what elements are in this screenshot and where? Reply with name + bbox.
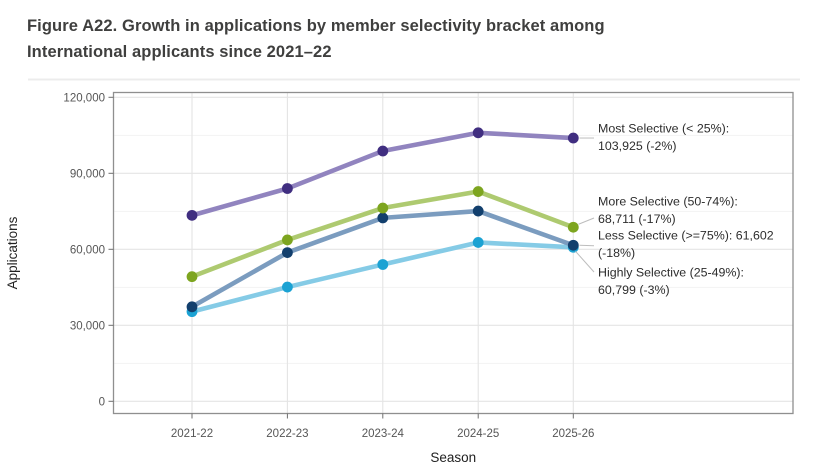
panel-border [112, 91, 794, 415]
y-tick-label: 0 [99, 396, 105, 408]
data-point [377, 145, 389, 157]
data-point [567, 221, 579, 233]
x-axis-title: Season [430, 450, 476, 465]
series-annotation-label: More Selective (50-74%): [598, 195, 738, 209]
figure-title-line2: International applicants since 2021–22 [27, 43, 332, 61]
data-point [377, 212, 389, 224]
data-point [282, 234, 293, 246]
figure-title: Figure A22. Growth in applications by me… [27, 13, 605, 65]
y-tick-label: 60,000 [70, 244, 105, 256]
y-tick-label: 30,000 [70, 320, 105, 332]
data-point [567, 239, 579, 251]
series-annotation-label: 68,711 (-17%) [598, 212, 676, 226]
x-tick-label: 2021-22 [171, 428, 213, 440]
data-point [186, 271, 198, 283]
y-tick-label: 120,000 [63, 92, 105, 104]
series-annotation-label: Less Selective (>=75%): 61,602 [598, 229, 774, 243]
annotation-leader-line [578, 217, 595, 225]
x-tick-label: 2024-25 [457, 428, 499, 440]
series-annotation-label: Highly Selective (25-49%): [598, 266, 744, 280]
annotation-leader-line [575, 250, 595, 273]
y-axis-title: Applications [5, 216, 20, 289]
data-point [377, 259, 389, 270]
data-point [567, 132, 579, 144]
data-point [377, 202, 389, 214]
x-tick-label: 2022-23 [266, 428, 308, 440]
data-point [282, 183, 293, 194]
data-point [472, 186, 484, 197]
chart-top-divider [28, 78, 800, 81]
figure-title-line1: Figure A22. Growth in applications by me… [27, 17, 605, 35]
y-tick-label: 90,000 [70, 168, 105, 180]
series-annotation-label: Most Selective (< 25%): [598, 122, 729, 136]
plot-panel [113, 92, 793, 414]
x-tick-label: 2025-26 [552, 428, 594, 440]
data-point [282, 247, 293, 258]
data-point [186, 301, 198, 313]
series-annotation-label: (-18%) [598, 246, 635, 260]
series-annotation-label: 60,799 (-3%) [598, 283, 670, 297]
annotation-leader-line [579, 244, 595, 247]
data-point [472, 205, 484, 217]
data-point [186, 209, 198, 221]
x-tick-label: 2023-24 [362, 428, 405, 440]
data-point [282, 281, 293, 293]
data-point [472, 237, 484, 248]
series-annotation-label: 103,925 (-2%) [598, 139, 677, 153]
data-point [472, 127, 484, 139]
